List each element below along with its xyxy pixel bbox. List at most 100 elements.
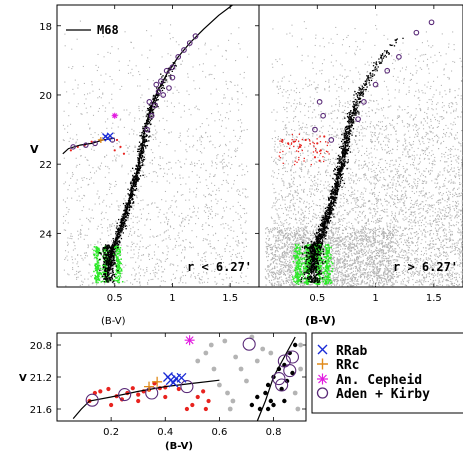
field-star bbox=[276, 269, 278, 272]
field-star bbox=[435, 255, 437, 257]
field-star bbox=[312, 135, 314, 137]
field-star bbox=[443, 132, 445, 135]
field-star bbox=[384, 125, 387, 128]
field-star bbox=[448, 190, 450, 192]
field-star bbox=[286, 132, 288, 134]
field-star bbox=[83, 194, 85, 196]
field-star bbox=[303, 191, 305, 193]
field-star bbox=[209, 135, 212, 137]
turnoff-star bbox=[121, 280, 124, 283]
field-star bbox=[217, 254, 219, 256]
field-star bbox=[73, 93, 75, 95]
member-star bbox=[100, 253, 102, 255]
turnoff-star bbox=[93, 246, 96, 248]
field-star bbox=[396, 194, 399, 196]
field-star bbox=[193, 191, 195, 193]
field-star bbox=[315, 204, 317, 206]
field-star bbox=[461, 243, 463, 245]
field-star bbox=[212, 247, 214, 250]
field-star bbox=[340, 172, 342, 174]
field-star bbox=[169, 161, 171, 163]
field-star bbox=[241, 257, 243, 259]
field-star bbox=[270, 216, 272, 218]
field-star bbox=[98, 96, 101, 98]
field-star bbox=[166, 180, 168, 182]
field-star bbox=[451, 181, 453, 183]
field-star bbox=[346, 225, 348, 227]
field-star bbox=[447, 181, 449, 183]
field-star bbox=[427, 138, 429, 140]
field-star bbox=[178, 136, 180, 139]
field-star bbox=[422, 260, 424, 262]
member-star bbox=[128, 194, 130, 197]
turnoff-star bbox=[97, 281, 99, 284]
field-star bbox=[351, 222, 353, 225]
field-star bbox=[174, 86, 176, 88]
field-star bbox=[218, 187, 220, 189]
member-star bbox=[121, 217, 124, 219]
member-star bbox=[113, 259, 116, 262]
field-star bbox=[459, 255, 461, 257]
field-star bbox=[142, 254, 144, 256]
field-star bbox=[293, 257, 295, 259]
field-star bbox=[160, 280, 162, 282]
field-star bbox=[238, 252, 241, 254]
field-star bbox=[223, 94, 225, 96]
field-star bbox=[149, 244, 151, 246]
member-star bbox=[106, 254, 108, 257]
member-star bbox=[147, 109, 149, 112]
field-star bbox=[192, 146, 194, 148]
field-star bbox=[408, 183, 410, 185]
member-star bbox=[139, 175, 142, 177]
field-star bbox=[190, 274, 192, 276]
field-star bbox=[385, 137, 387, 139]
turnoff-star bbox=[103, 271, 106, 273]
field-star bbox=[179, 280, 182, 282]
field-star bbox=[149, 127, 151, 129]
field-star bbox=[379, 176, 381, 179]
field-star bbox=[375, 175, 377, 177]
field-star bbox=[373, 250, 376, 253]
field-star bbox=[421, 90, 423, 92]
member-star bbox=[135, 183, 137, 186]
member-star bbox=[154, 103, 157, 106]
field-star bbox=[402, 210, 404, 212]
field-star bbox=[357, 151, 359, 154]
field-star bbox=[345, 239, 347, 241]
field-star bbox=[301, 282, 303, 284]
field-star bbox=[401, 254, 403, 256]
field-star bbox=[327, 211, 329, 213]
field-star bbox=[298, 197, 301, 199]
field-star bbox=[461, 155, 463, 157]
field-star bbox=[383, 177, 385, 179]
field-star bbox=[403, 202, 405, 204]
member-star bbox=[102, 247, 105, 249]
field-star bbox=[239, 119, 242, 121]
field-star bbox=[383, 34, 385, 36]
member-star bbox=[114, 275, 116, 278]
field-star bbox=[190, 216, 192, 218]
member-star bbox=[112, 258, 115, 261]
aden-kirby-star bbox=[83, 142, 89, 148]
field-star bbox=[456, 211, 458, 213]
field-star bbox=[63, 215, 65, 218]
field-star bbox=[352, 81, 354, 84]
field-star bbox=[239, 126, 242, 128]
field-star bbox=[64, 229, 67, 231]
field-star bbox=[434, 119, 437, 121]
field-star bbox=[145, 111, 147, 113]
turnoff-star bbox=[97, 272, 99, 275]
field-star bbox=[149, 228, 152, 231]
field-star bbox=[100, 162, 103, 164]
aden-kirby-star bbox=[175, 54, 182, 60]
field-star bbox=[457, 149, 459, 151]
field-star bbox=[126, 150, 128, 152]
field-star bbox=[295, 214, 297, 216]
field-star bbox=[412, 284, 414, 286]
field-star bbox=[170, 205, 172, 207]
field-star bbox=[352, 275, 354, 277]
field-star bbox=[422, 124, 424, 126]
field-star bbox=[131, 234, 133, 236]
member-star bbox=[122, 219, 125, 222]
field-star bbox=[377, 220, 379, 222]
